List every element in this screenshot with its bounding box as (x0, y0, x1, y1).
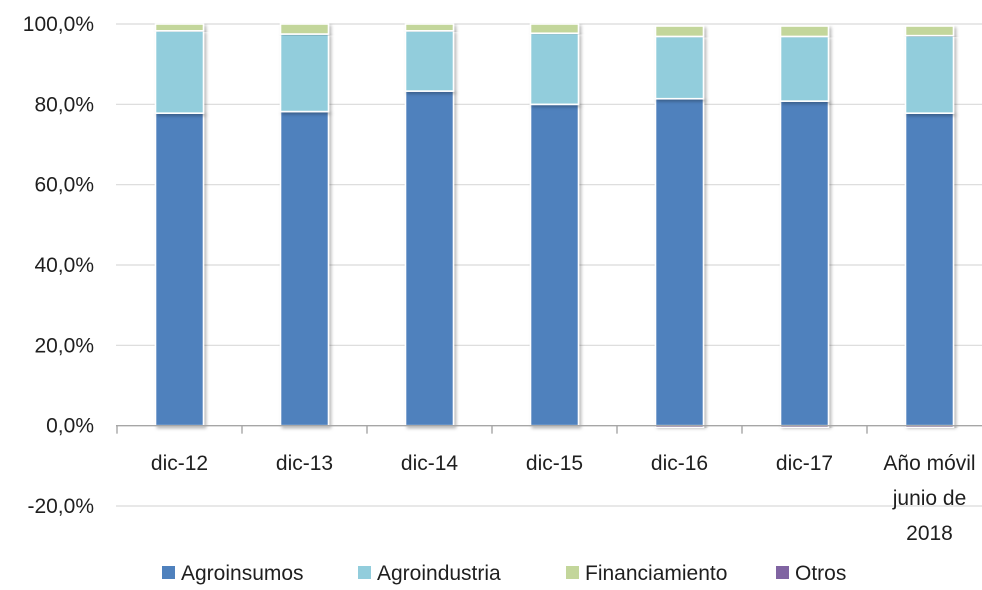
bar-segment (529, 23, 580, 35)
bar-segment (154, 112, 205, 427)
legend-swatch (162, 566, 175, 579)
bar-segment (154, 30, 205, 114)
bar-segment (529, 103, 580, 427)
x-tick-label: dic-16 (651, 452, 708, 475)
x-tick-label-line: 2018 (906, 522, 953, 545)
x-tick-label: dic-15 (526, 452, 583, 475)
x-tick-label-line: junio de (892, 487, 967, 510)
x-tick-label: dic-14 (401, 452, 459, 475)
axes: 100,0% 80,0% 60,0% 40,0% 20,0% 0,0% -20,0% dic-… (23, 13, 982, 545)
x-tick-label-line: dic-12 (151, 452, 208, 475)
x-tick-label: dic-12 (151, 452, 208, 475)
bar-segment (779, 25, 830, 38)
bar-segment (779, 100, 830, 427)
legend: Agroinsumos Agroindustria Financiamiento Ot… (162, 562, 846, 585)
legend-swatch (358, 566, 371, 579)
y-tick-label: 20,0% (34, 334, 94, 357)
bar-segment (654, 35, 705, 100)
bar-segment (404, 23, 455, 32)
bar-segment (279, 110, 330, 427)
y-tick-label: 0,0% (46, 415, 94, 438)
bar-segment (779, 35, 830, 102)
bar-segment (904, 25, 955, 37)
legend-label: Agroindustria (377, 562, 501, 585)
x-tick-label-line: dic-16 (651, 452, 708, 475)
y-tick-label: -20,0% (27, 495, 94, 518)
bar-segment (904, 34, 955, 114)
x-tick-label-line: Año móvil (883, 452, 975, 475)
legend-swatch (566, 566, 579, 579)
bar-segment (904, 112, 955, 427)
legend-label: Financiamiento (585, 562, 727, 585)
bar-segment (279, 23, 330, 35)
x-tick-label-line: dic-17 (776, 452, 833, 475)
bar-segment (654, 97, 705, 427)
x-tick-label-line: dic-13 (276, 452, 333, 475)
legend-swatch (776, 566, 789, 579)
x-tick-label: dic-13 (276, 452, 333, 475)
bar-segment (279, 33, 330, 113)
x-tick-label-line: dic-15 (526, 452, 583, 475)
x-tick-label-line: dic-14 (401, 452, 459, 475)
bar-segment (404, 30, 455, 92)
x-tick-label: dic-17 (776, 452, 833, 475)
legend-label: Agroinsumos (181, 562, 304, 585)
y-tick-label: 60,0% (34, 174, 94, 197)
bar-segment (529, 32, 580, 106)
bar-segment (654, 25, 705, 38)
bars (154, 23, 955, 429)
y-tick-label: 100,0% (23, 13, 94, 36)
legend-label: Otros (795, 562, 846, 585)
y-tick-label: 80,0% (34, 93, 94, 116)
bar-segment (154, 23, 205, 32)
bar-segment (404, 90, 455, 427)
x-tick-label: Año móvil junio de 2018 (883, 452, 975, 545)
y-tick-label: 40,0% (34, 254, 94, 277)
